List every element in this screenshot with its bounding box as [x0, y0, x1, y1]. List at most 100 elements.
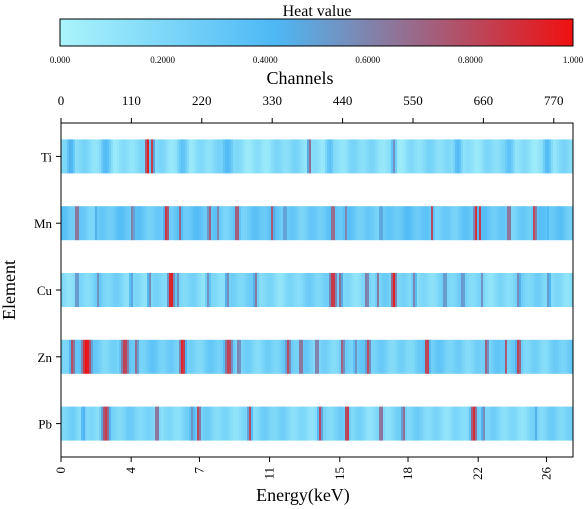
- heat-cell: [449, 139, 452, 174]
- heat-cell: [465, 206, 468, 241]
- heat-cell: [261, 339, 264, 374]
- heat-cell: [149, 339, 152, 374]
- heat-cell: [251, 273, 254, 307]
- heat-cell: [451, 273, 454, 307]
- heat-cell: [499, 206, 502, 241]
- heat-cell: [95, 273, 98, 307]
- heat-cell: [305, 273, 308, 307]
- heat-cell: [473, 339, 476, 374]
- heat-cell: [159, 339, 162, 374]
- heat-cell: [557, 339, 560, 374]
- heat-cell: [245, 339, 248, 374]
- heat-cell: [427, 339, 430, 374]
- heat-cell: [541, 339, 544, 374]
- band-cu: [61, 273, 574, 307]
- heat-cell: [217, 139, 220, 174]
- heat-cell: [187, 339, 190, 374]
- heat-cell: [219, 139, 222, 174]
- heat-cell: [127, 206, 130, 241]
- heat-cell: [73, 406, 76, 441]
- heat-cell: [513, 206, 516, 241]
- heat-cell: [451, 206, 454, 241]
- heat-cell: [369, 206, 372, 241]
- heat-cell: [543, 273, 546, 307]
- heat-cell: [367, 273, 370, 307]
- heat-cell: [443, 206, 446, 241]
- heat-cell: [429, 406, 432, 441]
- heat-cell: [211, 339, 214, 374]
- heat-cell: [103, 406, 106, 441]
- heat-cell: [239, 206, 242, 241]
- heat-cell: [519, 339, 522, 374]
- heat-cell: [455, 273, 458, 307]
- heat-cell: [147, 339, 150, 374]
- heat-cell: [453, 273, 456, 307]
- heat-cell: [429, 339, 432, 374]
- heat-cell: [183, 273, 186, 307]
- heat-cell: [277, 206, 280, 241]
- heat-cell: [87, 139, 90, 174]
- heat-cell: [543, 139, 546, 174]
- heat-cell: [285, 206, 288, 241]
- heat-cell: [515, 339, 518, 374]
- heat-cell: [147, 273, 150, 307]
- heat-cell: [507, 339, 510, 374]
- heat-cell: [383, 406, 386, 441]
- heat-cell: [473, 273, 476, 307]
- heat-cell: [537, 206, 540, 241]
- heat-cell: [389, 339, 392, 374]
- heat-cell: [563, 139, 566, 174]
- heat-cell: [139, 406, 142, 441]
- heat-cell: [225, 206, 228, 241]
- heat-cell: [343, 339, 346, 374]
- heat-cell: [363, 339, 366, 374]
- heat-cell: [237, 339, 240, 374]
- heat-cell: [531, 273, 534, 307]
- heat-cell: [493, 139, 496, 174]
- heat-cell: [385, 139, 388, 174]
- heat-cell: [359, 406, 362, 441]
- y-axis-tick-label: Ti: [41, 149, 52, 164]
- heat-cell: [79, 339, 82, 374]
- heat-cell: [135, 406, 138, 441]
- heat-cell: [115, 273, 118, 307]
- heat-cell: [89, 206, 92, 241]
- heat-cell: [307, 273, 310, 307]
- heat-cell: [125, 206, 128, 241]
- heat-cell: [185, 339, 188, 374]
- heat-cell: [193, 339, 196, 374]
- heat-cell: [497, 206, 500, 241]
- heat-cell: [415, 273, 418, 307]
- y-axis-tick-label: Pb: [38, 417, 52, 432]
- heat-cell: [257, 273, 260, 307]
- heat-cell: [397, 406, 400, 441]
- heat-cell: [229, 139, 232, 174]
- heat-cell: [487, 339, 490, 374]
- heat-cell: [539, 273, 542, 307]
- heat-cell: [119, 206, 122, 241]
- heat-cell: [549, 339, 552, 374]
- heat-cell: [457, 139, 460, 174]
- heat-cell: [527, 206, 530, 241]
- heat-cell: [311, 406, 314, 441]
- heat-cell: [145, 273, 148, 307]
- heat-cell: [179, 206, 182, 241]
- heat-cell: [251, 139, 254, 174]
- heat-cell: [433, 406, 436, 441]
- heat-cell: [379, 273, 382, 307]
- heat-cell: [91, 206, 94, 241]
- heat-cell: [81, 273, 84, 307]
- heat-cell: [419, 139, 422, 174]
- heat-cell: [441, 406, 444, 441]
- heat-cell: [359, 339, 362, 374]
- heat-cell: [283, 406, 286, 441]
- heat-cell: [167, 273, 170, 307]
- heat-cell: [207, 339, 210, 374]
- heat-cell: [515, 206, 518, 241]
- heat-cell: [363, 139, 366, 174]
- heat-cell: [327, 139, 330, 174]
- heat-cell: [563, 406, 566, 441]
- heat-cell: [499, 406, 502, 441]
- heat-cell: [481, 406, 484, 441]
- heat-cell: [419, 339, 422, 374]
